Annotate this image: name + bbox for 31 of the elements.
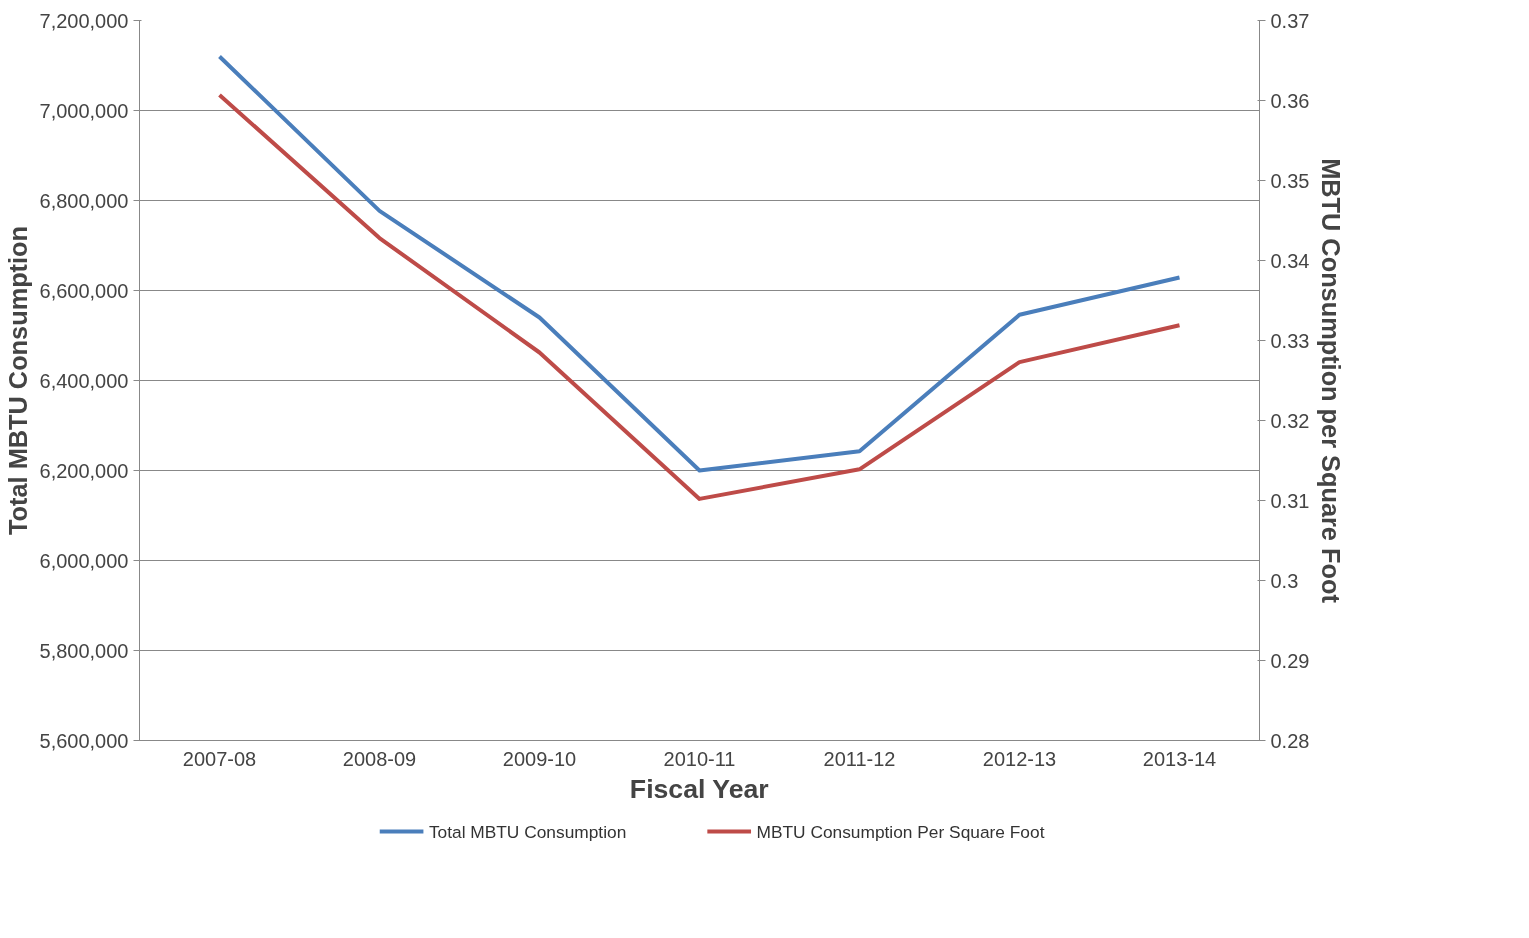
x-tick-label: 2013-14 [1142, 747, 1217, 770]
y2-tick-label: 0.36 [1270, 89, 1310, 112]
y2-tick-label: 0.34 [1270, 249, 1310, 272]
y-tick-label: 6,600,000 [39, 279, 129, 302]
x-tick-label: 2012-13 [982, 747, 1057, 770]
y2-tick-label: 0.32 [1270, 409, 1310, 432]
y2-tick-label: 0.33 [1270, 329, 1310, 352]
legend-label: MBTU Consumption Per Square Foot [756, 821, 1045, 842]
y-tick-label: 6,000,000 [39, 549, 129, 572]
x-tick-label: 2009-10 [502, 747, 577, 770]
x-tick-label: 2007-08 [182, 747, 257, 770]
x-tick-label: 2011-12 [823, 747, 896, 770]
y-tick-label: 6,800,000 [39, 189, 129, 212]
x-axis-title: Fiscal Year [629, 773, 769, 804]
y2-tick-label: 0.31 [1270, 489, 1310, 512]
y2-tick-label: 0.37 [1270, 9, 1310, 32]
y-tick-label: 5,600,000 [39, 729, 129, 752]
y2-tick-label: 0.29 [1270, 649, 1310, 672]
y-tick-label: 5,800,000 [39, 639, 129, 662]
x-tick-label: 2008-09 [342, 747, 417, 770]
y2-tick-label: 0.28 [1270, 729, 1310, 752]
legend-label: Total MBTU Consumption [428, 821, 627, 842]
y2-tick-label: 0.35 [1270, 169, 1310, 192]
x-tick-label: 2010-11 [663, 747, 736, 770]
y2-axis-title: MBTU Consumption per Square Foot [1317, 158, 1346, 604]
y2-tick-label: 0.3 [1270, 569, 1299, 592]
y-axis-title: Total MBTU Consumption [3, 225, 32, 536]
y-tick-label: 6,400,000 [39, 369, 129, 392]
y-tick-label: 6,200,000 [39, 459, 129, 482]
y-tick-label: 7,200,000 [39, 9, 129, 32]
y-tick-label: 7,000,000 [39, 99, 129, 122]
